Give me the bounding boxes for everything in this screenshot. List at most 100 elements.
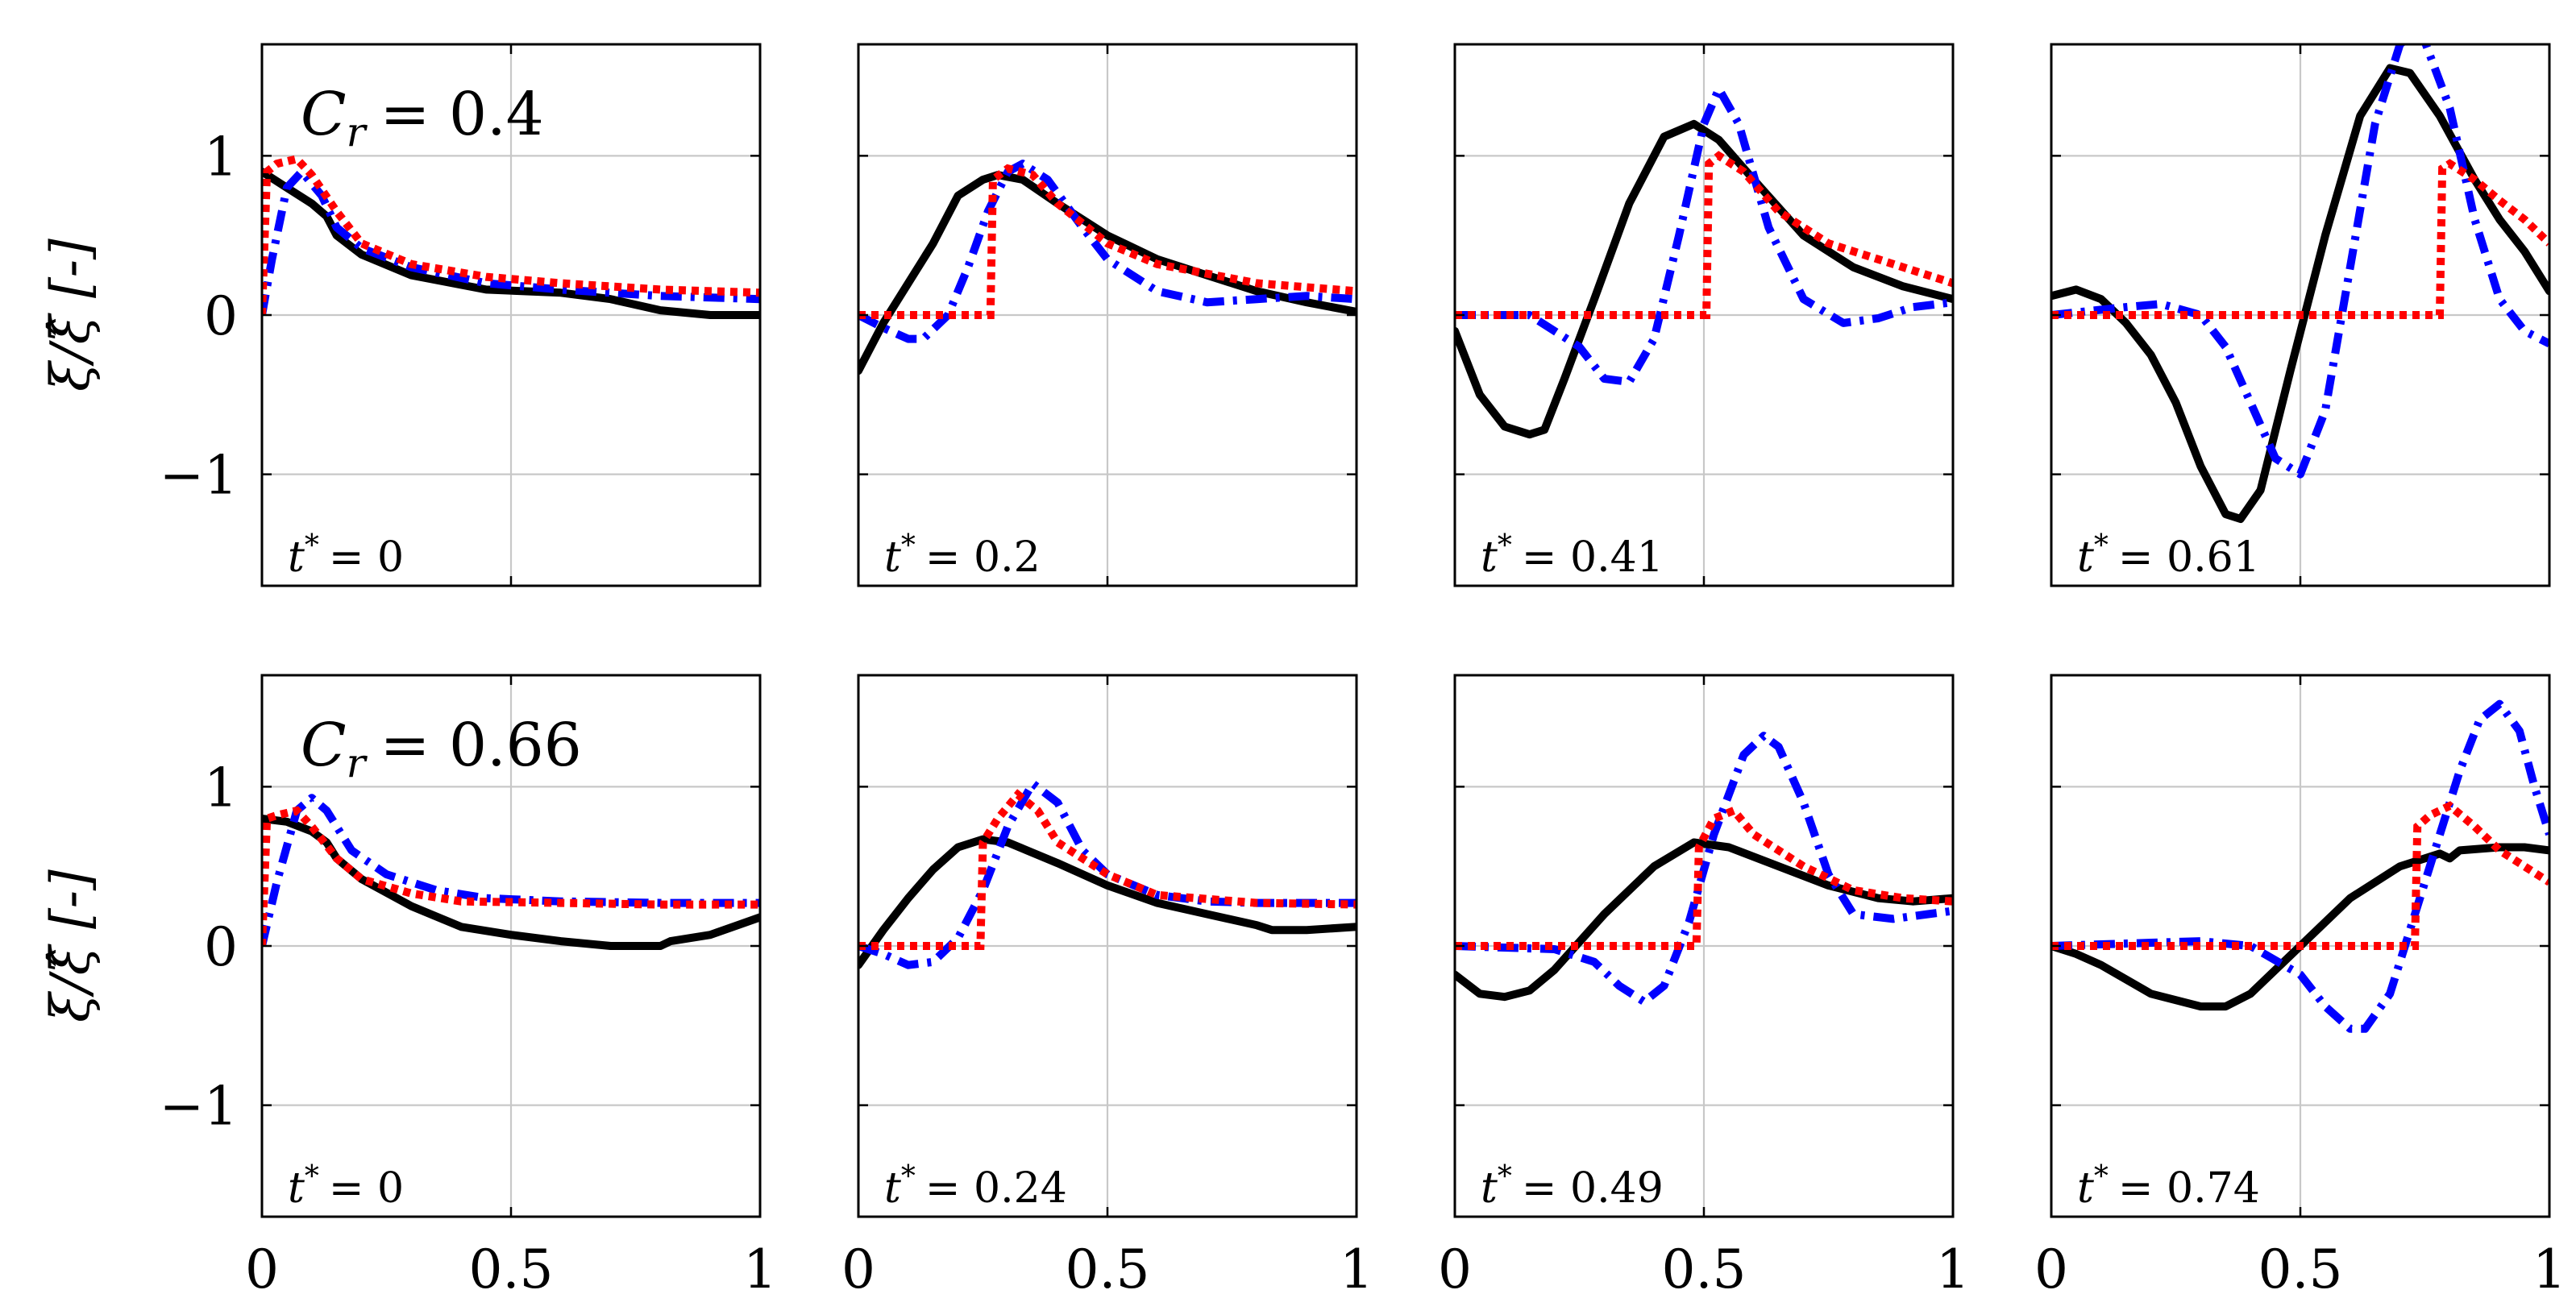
time-annotation: t* = 0.74 (2077, 1160, 2260, 1213)
time-symbol: t (884, 1164, 901, 1213)
panel-row1-col3: t* = 0.41 (1453, 43, 1955, 587)
series-line-black-solid (858, 835, 1357, 969)
time-value: = 0 (329, 533, 404, 582)
series-group (262, 154, 760, 319)
series-group (858, 160, 1357, 375)
time-annotation: t* = 0.41 (1481, 529, 1664, 582)
time-symbol: t (288, 1164, 305, 1213)
series-line-black-solid (2051, 843, 2549, 1011)
courant-subscript: r (347, 109, 368, 156)
time-star: * (1498, 1160, 1512, 1193)
panel-row2-col4: 0 0.5 1 t* = 0.74 (2034, 674, 2566, 1300)
panel-row1-col4: t* = 0.61 (2050, 43, 2551, 587)
x-tick-label: 0.5 (1662, 1238, 1747, 1300)
time-star: * (2094, 1160, 2109, 1193)
y-tick-label: 1 (204, 757, 238, 819)
x-tick-label: 1 (2532, 1238, 2566, 1300)
time-annotation: t* = 0.24 (884, 1160, 1067, 1213)
series-group (2051, 44, 2549, 523)
time-symbol: t (1481, 1164, 1498, 1213)
time-star: * (305, 529, 319, 562)
time-star: * (2094, 529, 2109, 562)
series-line-red-dotted (1455, 151, 1953, 319)
series-line-blue-dashdot (262, 168, 760, 316)
time-annotation: t* = 0.61 (2077, 529, 2260, 582)
time-annotation: t* = 0 (288, 1160, 404, 1213)
panel-row1-col2: t* = 0.2 (857, 43, 1358, 587)
time-value: = 0 (329, 1164, 404, 1213)
time-symbol: t (884, 533, 901, 582)
y-axis-label: ξ/ξ̂ [-] (39, 239, 102, 392)
series-line-blue-dashdot (1455, 85, 1953, 386)
time-value: = 0.74 (2118, 1164, 2260, 1213)
x-tick-label: 0 (1438, 1238, 1472, 1300)
time-value: = 0.2 (925, 533, 1041, 582)
series-line-black-solid (858, 171, 1357, 375)
y-tick-label: 0 (204, 916, 238, 978)
x-tick-label: 0 (841, 1238, 875, 1300)
time-value: = 0.41 (1522, 533, 1664, 582)
courant-label: Cr = 0.4 (301, 80, 544, 156)
series-line-red-dotted (1455, 806, 1953, 950)
panel-row2-col3: 0 0.5 1 t* = 0.49 (1438, 674, 1970, 1300)
time-star: * (901, 529, 916, 562)
y-tick-label: −1 (160, 445, 238, 507)
x-tick-label: 0 (2034, 1238, 2068, 1300)
time-symbol: t (2077, 1164, 2094, 1213)
series-line-red-dotted (858, 789, 1357, 950)
courant-label: Cr = 0.66 (301, 711, 582, 786)
series-line-red-dotted (262, 806, 760, 947)
time-annotation: t* = 0.49 (1481, 1160, 1664, 1213)
series-line-blue-dashdot (858, 779, 1357, 969)
courant-symbol: C (301, 711, 347, 780)
series-line-red-dotted (858, 164, 1357, 319)
x-tick-label: 1 (743, 1238, 777, 1300)
x-tick-label: 0 (245, 1238, 279, 1300)
x-tick-label: 1 (1340, 1238, 1373, 1300)
time-symbol: t (2077, 533, 2094, 582)
courant-value: = 0.66 (380, 711, 582, 780)
series-line-black-solid (2051, 64, 2549, 523)
series-group (1455, 732, 1953, 1006)
time-star: * (901, 1160, 916, 1193)
x-tick-label: 0.5 (2258, 1238, 2343, 1300)
y-tick-label: 1 (204, 126, 238, 188)
time-star: * (305, 1160, 319, 1193)
series-line-red-dotted (262, 154, 760, 316)
courant-subscript: r (347, 740, 368, 786)
series-line-blue-dashdot (262, 794, 760, 948)
series-line-blue-dashdot (1455, 732, 1953, 1006)
y-tick-label: 0 (204, 285, 238, 347)
x-tick-label: 1 (1936, 1238, 1970, 1300)
series-line-black-solid (1455, 119, 1953, 439)
time-symbol: t (288, 533, 305, 582)
panel-row1-col1: −1 0 1 t* = 0 Cr = 0.4 (160, 43, 762, 587)
time-symbol: t (1481, 533, 1498, 582)
series-line-blue-dashdot (858, 160, 1357, 343)
panel-row2-col2: 0 0.5 1 t* = 0.24 (841, 674, 1373, 1300)
series-line-black-solid (262, 814, 760, 950)
time-star: * (1498, 529, 1512, 562)
courant-value: = 0.4 (380, 80, 544, 149)
labels-group: ξ/ξ̂ [-] ξ/ξ̂ [-] (39, 239, 102, 1023)
series-line-red-dotted (2051, 801, 2549, 950)
time-annotation: t* = 0 (288, 529, 404, 582)
x-tick-label: 0.5 (469, 1238, 554, 1300)
time-value: = 0.61 (2118, 533, 2260, 582)
series-group (1455, 85, 1953, 439)
panel-row2-col1: −1 0 1 0 0.5 1 t* = 0 Cr = 0.66 (160, 674, 777, 1300)
series-group (2051, 699, 2549, 1033)
y-axis-label: ξ/ξ̂ [-] (39, 869, 102, 1023)
time-value: = 0.24 (925, 1164, 1067, 1213)
time-value: = 0.49 (1522, 1164, 1664, 1213)
series-line-black-solid (262, 168, 760, 319)
courant-symbol: C (301, 80, 347, 149)
series-group (858, 779, 1357, 969)
x-tick-label: 0.5 (1066, 1238, 1150, 1300)
time-annotation: t* = 0.2 (884, 529, 1041, 582)
y-tick-label: −1 (160, 1076, 238, 1138)
series-group (262, 794, 760, 950)
series-line-red-dotted (2051, 159, 2549, 319)
